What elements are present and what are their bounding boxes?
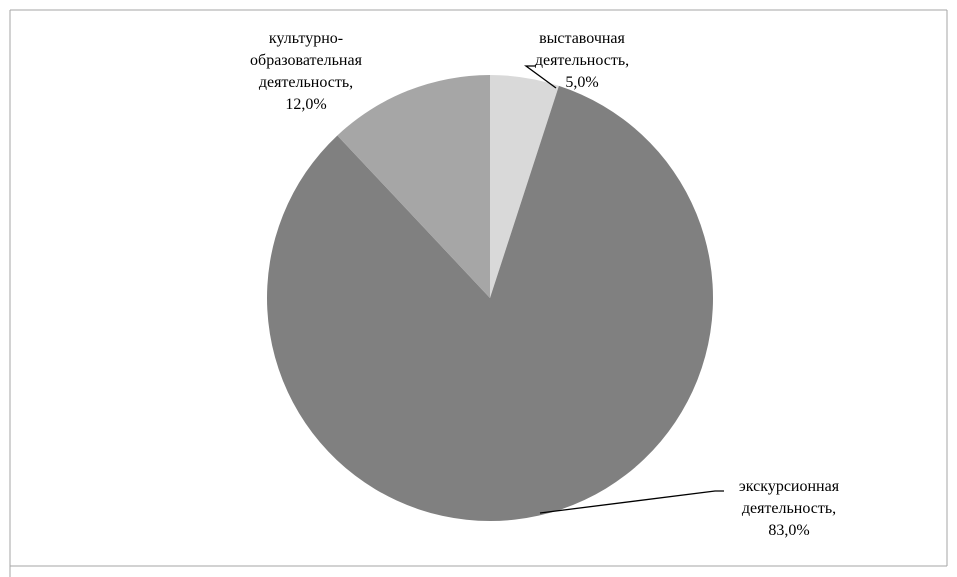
data-label-line: образовательная — [250, 52, 363, 69]
pie-slice-excursion — [267, 85, 714, 521]
data-label-line: культурно- — [269, 30, 343, 47]
data-label-excursion: экскурсионная деятельность, 83,0% — [739, 478, 840, 539]
data-label-line: 83,0% — [768, 522, 809, 539]
data-label-line: экскурсионная — [739, 478, 840, 495]
leader-line-exhibition — [524, 65, 557, 89]
data-labels: выставочная деятельность, 5,0% экскурсионна… — [250, 30, 840, 539]
data-label-exhibition: выставочная деятельность, 5,0% — [535, 30, 629, 91]
pie-slice-exhibition — [490, 75, 559, 298]
data-label-cultural-educational: культурно-образовательная деятельность, 12… — [250, 30, 363, 113]
data-label-line: деятельность, — [259, 74, 353, 91]
pie-slice-cultural-educational — [337, 75, 490, 298]
data-label-line: 5,0% — [565, 74, 598, 91]
data-label-line: 12,0% — [285, 96, 326, 113]
leader-lines — [524, 65, 724, 514]
data-label-line: выставочная — [539, 30, 625, 47]
leader-line-excursion — [539, 490, 724, 514]
data-label-line: деятельность, — [535, 52, 629, 69]
pie-slices — [267, 75, 714, 521]
data-label-line: деятельность, — [742, 500, 836, 517]
